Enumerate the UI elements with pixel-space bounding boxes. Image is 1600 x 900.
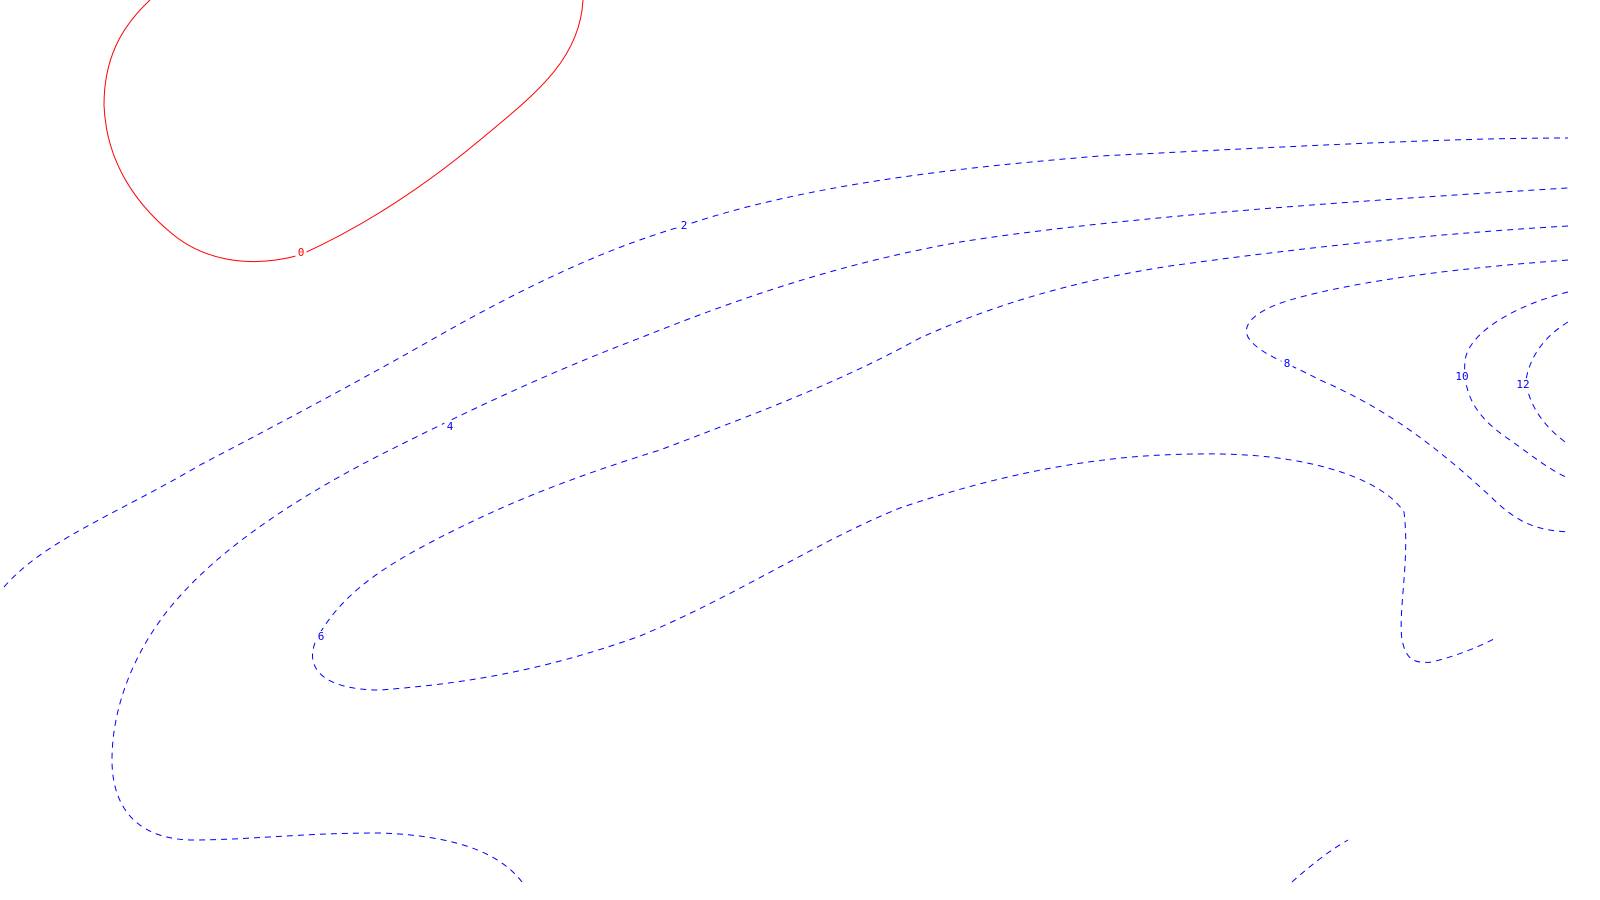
contour-line-level-2: [3, 137, 1569, 588]
contour-lines: [3, 0, 1569, 883]
contour-label-level-0: 0: [298, 246, 305, 259]
contour-line-level-10: [1464, 291, 1569, 479]
contour-label-level-8: 8: [1284, 357, 1291, 370]
contour-label-level-10: 10: [1455, 370, 1468, 383]
contour-label-level-12: 12: [1516, 378, 1529, 391]
contour-label-level-2: 2: [681, 219, 688, 232]
contour-label-level-6: 6: [318, 630, 325, 643]
contour-label-level-4: 4: [447, 420, 454, 433]
contour-label-bg-level-8: [1281, 358, 1293, 370]
contour-line-level-12: [1525, 321, 1569, 445]
contour-label-bg-level-2: [678, 220, 690, 232]
contour-line-level-6-seg1: [312, 453, 1497, 691]
contour-label-bg-level-10: [1453, 371, 1471, 383]
contour-line-level-6-seg2: [319, 225, 1569, 634]
contour-label-bg-level-6: [315, 631, 327, 643]
contour-label-bg-level-0: [295, 247, 307, 259]
contour-labels: 0 2 4 6 8 10 12: [295, 219, 1532, 643]
contour-line-level-4-seg2: [1291, 839, 1349, 883]
contour-line-level-0: [103, 0, 584, 262]
contour-label-bg-level-4: [444, 421, 456, 433]
contour-label-bg-level-12: [1514, 379, 1532, 391]
contour-line-level-4-seg1: [111, 187, 1569, 883]
contour-line-level-8: [1245, 259, 1569, 533]
